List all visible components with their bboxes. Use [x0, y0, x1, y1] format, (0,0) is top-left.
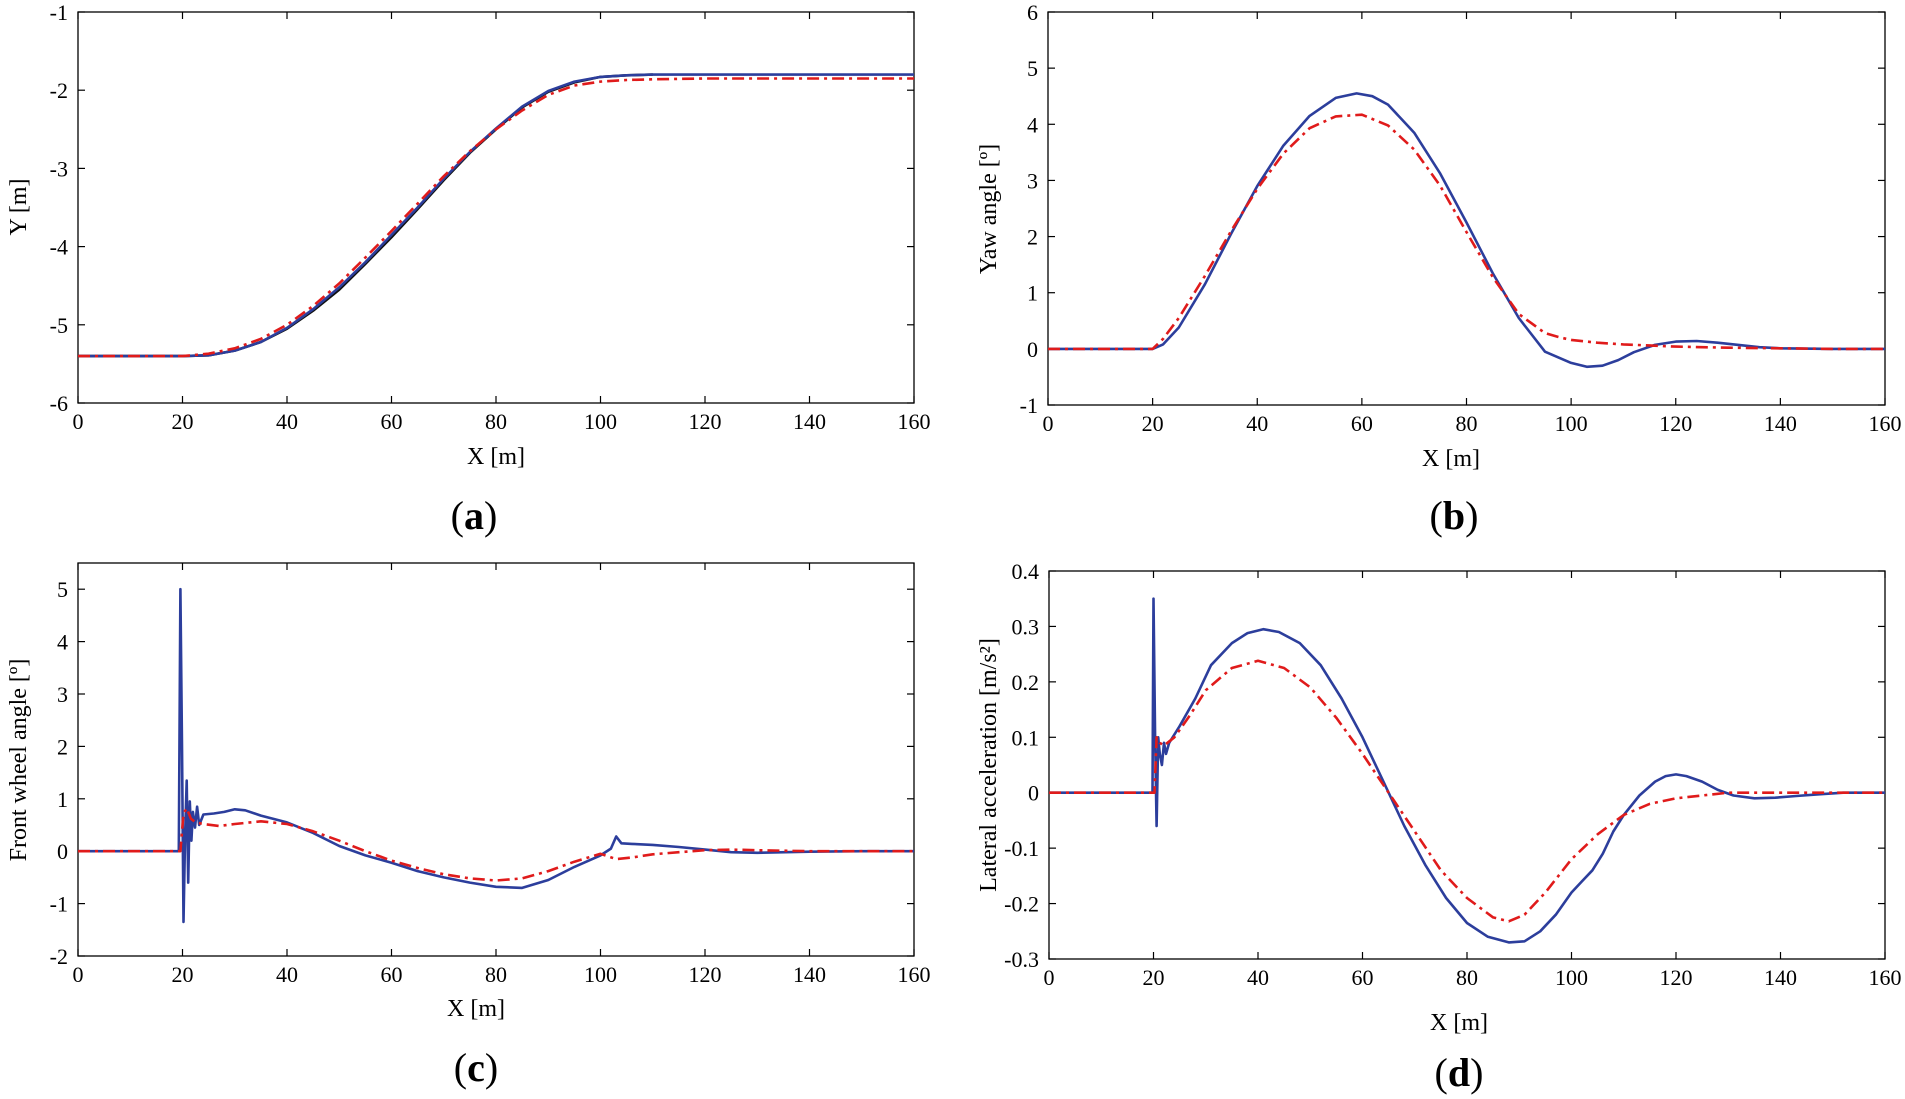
panel-b-ytick-label: -1: [1020, 393, 1038, 418]
panel-b-xtick-label: 160: [1869, 411, 1902, 436]
panel-c-xtick-label: 20: [172, 962, 194, 987]
panel-b-caption-letter: b: [1443, 493, 1465, 538]
panel-d-xtick-label: 100: [1555, 965, 1588, 990]
panel-b-xtick-label: 100: [1555, 411, 1588, 436]
panel-b-xtick-label: 140: [1764, 411, 1797, 436]
panel-c-xtick-label: 60: [381, 962, 403, 987]
panel-b-xlabel: X [m]: [1422, 446, 1480, 472]
panel-d-ytick-label: -0.3: [1004, 947, 1039, 972]
panel-b-ytick-label: 5: [1027, 56, 1038, 81]
panel-b-series-blue: [1048, 92, 1885, 369]
panel-d-caption-letter: d: [1448, 1050, 1470, 1095]
panel-d-xtick-label: 0: [1044, 965, 1055, 990]
panel-b-ylabel: Yaw angle [º]: [976, 144, 1002, 274]
panel-a-xtick-label: 20: [172, 409, 194, 434]
panel-c-xtick-label: 40: [276, 962, 298, 987]
panel-a-xtick-label: 80: [485, 409, 507, 434]
panel-b-ytick-label: 4: [1027, 112, 1038, 137]
panel-b-ytick-label: 2: [1027, 225, 1038, 250]
panel-d-series-blue: [1049, 597, 1885, 944]
panel-a-xlabel: X [m]: [467, 444, 525, 470]
panel-b-xtick-label: 60: [1351, 411, 1373, 436]
panel-c: Front wheel angle [º] X [m] (c) 0 20 40 60 8…: [6, 562, 931, 1090]
panel-b-ytick-label: 6: [1027, 0, 1038, 25]
panel-d-frame: [1048, 570, 1886, 960]
panel-c-xlabel: X [m]: [447, 996, 505, 1022]
panel-b-xtick-label: 20: [1142, 411, 1164, 436]
panel-d-ytick-label: 0.3: [1012, 614, 1040, 639]
panel-a-ytick-label: -4: [50, 235, 68, 260]
panel-c-ytick-label: 0: [57, 839, 68, 864]
panel-b-xtick-label: 0: [1043, 411, 1054, 436]
panel-c-ylabel: Front wheel angle [º]: [6, 659, 32, 862]
panel-a: Y [m] X [m] (a) 0 20 40 60 80 100 120 140 160 -6 -…: [6, 0, 931, 538]
panel-d-ytick-label: 0.4: [1012, 559, 1040, 584]
panel-d-xtick-label: 120: [1660, 965, 1693, 990]
panel-a-frame: [77, 11, 915, 404]
panel-a-ytick-label: -1: [50, 0, 68, 25]
panel-d-xtick-label: 40: [1247, 965, 1269, 990]
panel-d-xlabel: X [m]: [1430, 1010, 1488, 1036]
panel-d-caption: (d): [1435, 1050, 1484, 1095]
panel-a-caption-letter: a: [464, 493, 484, 538]
panel-a-series-blue: [78, 73, 914, 358]
panel-a-xtick-label: 60: [381, 409, 403, 434]
panel-a-caption: (a): [451, 493, 498, 538]
panel-c-caption: (c): [454, 1045, 498, 1090]
panel-d-ytick-label: -0.2: [1004, 892, 1039, 917]
panel-d-ytick-label: 0: [1028, 781, 1039, 806]
panel-a-xtick-label: 40: [276, 409, 298, 434]
panel-a-series-red: [78, 77, 914, 358]
panel-d-xtick-label: 140: [1764, 965, 1797, 990]
panel-d-xtick-label: 80: [1456, 965, 1478, 990]
panel-a-ytick-label: -5: [50, 313, 68, 338]
panel-c-ytick-label: 5: [57, 577, 68, 602]
panel-c-ytick-label: 1: [57, 787, 68, 812]
panel-d-xtick-label: 160: [1869, 965, 1902, 990]
panel-a-xtick-label: 160: [898, 409, 931, 434]
panel-c-xtick-label: 120: [689, 962, 722, 987]
panel-c-ytick-label: -2: [50, 944, 68, 969]
panel-c-ytick-label: -1: [50, 892, 68, 917]
panel-b-xtick-label: 40: [1246, 411, 1268, 436]
panel-c-caption-letter: c: [467, 1045, 485, 1090]
panel-b-xtick-label: 120: [1659, 411, 1692, 436]
panel-b-xtick-label: 80: [1456, 411, 1478, 436]
panel-c-xtick-label: 0: [73, 962, 84, 987]
panel-a-xtick-label: 120: [689, 409, 722, 434]
panel-c-series-blue: [78, 587, 914, 924]
panel-b-ytick-label: 0: [1027, 337, 1038, 362]
panel-d-xtick-label: 20: [1143, 965, 1165, 990]
panel-d-ytick-label: 0.2: [1012, 670, 1040, 695]
panel-c-ytick-label: 3: [57, 682, 68, 707]
panel-a-ylabel: Y [m]: [6, 178, 32, 235]
panel-c-ytick-label: 4: [57, 630, 68, 655]
panel-c-xtick-label: 140: [793, 962, 826, 987]
panel-c-ytick-label: 2: [57, 734, 68, 759]
panel-d: Lateral acceleration [m/s²] X [m] (d) 0 2…: [976, 559, 1902, 1095]
panel-d-ytick-label: -0.1: [1004, 836, 1039, 861]
panel-a-xtick-label: 100: [584, 409, 617, 434]
panel-d-xtick-label: 60: [1352, 965, 1374, 990]
panel-b-ytick-label: 1: [1027, 281, 1038, 306]
panel-a-xtick-label: 140: [793, 409, 826, 434]
panel-a-ytick-label: -2: [50, 78, 68, 103]
panel-d-ytick-label: 0.1: [1012, 725, 1040, 750]
panel-b-series-red: [1048, 113, 1885, 351]
panel-c-xtick-label: 100: [584, 962, 617, 987]
panel-b: Yaw angle [º] X [m] (b) 0 20 40 60 80 100 120 1…: [976, 0, 1902, 538]
panel-c-frame: [77, 562, 915, 957]
panel-d-ylabel: Lateral acceleration [m/s²]: [976, 638, 1002, 892]
panel-c-series-red: [78, 806, 914, 882]
panel-b-caption: (b): [1430, 493, 1479, 538]
panel-a-ytick-label: -6: [50, 391, 68, 416]
panel-a-xtick-label: 0: [73, 409, 84, 434]
panel-c-xtick-label: 80: [485, 962, 507, 987]
panel-a-ytick-label: -3: [50, 156, 68, 181]
panel-d-series-red: [1049, 659, 1885, 923]
panel-c-xtick-label: 160: [898, 962, 931, 987]
panel-b-ytick-label: 3: [1027, 168, 1038, 193]
panel-a-series-reference: [78, 73, 653, 358]
